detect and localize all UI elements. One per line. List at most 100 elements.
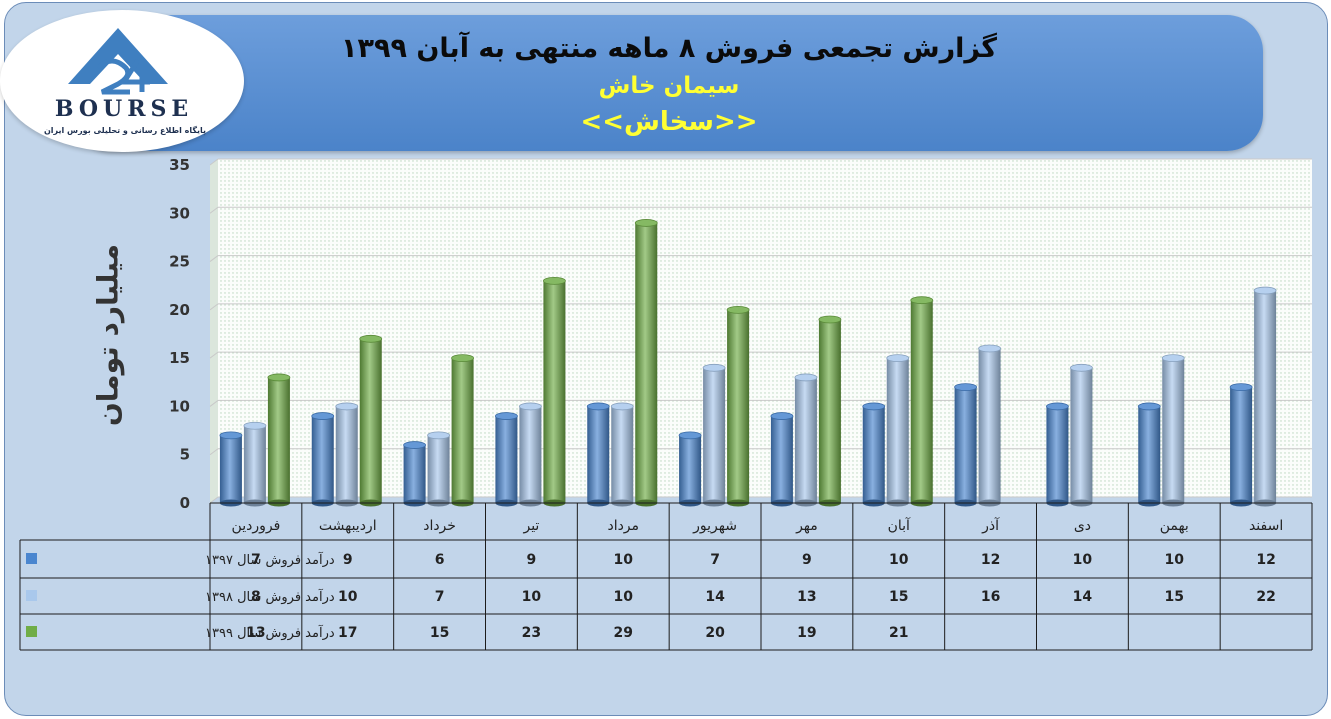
y-axis-label: میلیارد تومان <box>91 243 125 427</box>
ticker-symbol: <<سخاش>> <box>580 107 758 137</box>
gridline-side <box>209 303 219 311</box>
data-table <box>19 502 1313 651</box>
table-cell-value: 10 <box>614 589 634 605</box>
bar <box>1046 402 1069 507</box>
bar <box>359 334 383 507</box>
table-cell-value: 15 <box>1165 589 1184 605</box>
bar <box>519 402 542 507</box>
x-category-label: مهر <box>795 518 818 534</box>
legend-swatch <box>26 626 37 637</box>
bar <box>818 315 842 507</box>
table-cell-value: 29 <box>614 625 633 641</box>
table-cell-value: 10 <box>889 552 909 568</box>
x-category-label: اردیبهشت <box>319 518 377 534</box>
table-cell-value: 15 <box>430 625 449 641</box>
bar <box>586 402 610 507</box>
plot-area <box>218 159 1312 497</box>
logo-subtitle: پایگاه اطلاع رسانی و تحلیلی بورس ایران <box>43 126 207 135</box>
y-tick-label: 15 <box>169 349 190 367</box>
side-wall <box>210 159 218 503</box>
x-category-label: مرداد <box>607 518 639 534</box>
table-cell-value: 10 <box>614 552 634 568</box>
table-cell-value: 14 <box>1073 589 1093 605</box>
bar <box>610 402 634 507</box>
table-cell-value: 10 <box>1165 552 1185 568</box>
table-cell-value: 16 <box>981 589 1000 605</box>
gridline-side <box>209 496 219 504</box>
logo-word: BOURSE <box>54 96 194 122</box>
x-category-label: خرداد <box>423 518 456 534</box>
table-cell-value: 6 <box>435 552 445 568</box>
table-cell-value: 8 <box>251 589 261 605</box>
table-cell-value: 13 <box>797 589 816 605</box>
y-tick-label: 0 <box>180 494 190 512</box>
bourse24-logo: BOURSE پایگاه اطلاع رسانی و تحلیلی بورس … <box>0 10 244 152</box>
bar <box>427 431 450 507</box>
legend-label: درآمد فروش سال ۱۳۹۷ <box>205 551 335 568</box>
title-banner: گزارش تجمعی فروش ۸ ماهه منتهی به آبان ۱۳… <box>75 15 1263 151</box>
table-cell-value: 13 <box>246 625 265 641</box>
table-cell-value: 12 <box>1256 552 1275 568</box>
bar <box>954 383 977 507</box>
bar <box>267 373 291 507</box>
y-tick-label: 20 <box>169 301 190 319</box>
bar <box>678 431 702 507</box>
bar <box>770 412 794 507</box>
table-cell-value: 19 <box>797 625 816 641</box>
bar <box>543 276 566 507</box>
x-category-label: آبان <box>888 517 911 534</box>
table-cell-value: 23 <box>522 625 541 641</box>
bar <box>862 402 886 507</box>
bar <box>335 402 359 507</box>
gridline-side <box>209 351 219 359</box>
y-tick-label: 10 <box>169 397 190 415</box>
bar <box>451 354 474 507</box>
bar <box>1253 286 1277 507</box>
table-cell-value: 9 <box>802 552 812 568</box>
bar <box>243 421 267 507</box>
legend-swatch <box>26 590 37 601</box>
bar <box>403 441 426 507</box>
table-cell-value: 7 <box>710 552 720 568</box>
legend-label: درآمد فروش سال ۱۳۹۸ <box>205 588 335 605</box>
gridline-side <box>209 448 219 456</box>
table-cell-value: 12 <box>981 552 1000 568</box>
y-tick-label: 5 <box>180 446 190 464</box>
table-cell-value: 7 <box>251 552 261 568</box>
table-cell-value: 17 <box>338 625 357 641</box>
table-cell-value: 9 <box>343 552 353 568</box>
bar <box>1070 363 1093 507</box>
gridline-side <box>209 400 219 407</box>
x-category-label: آذر <box>981 517 1000 534</box>
legend-swatch <box>26 553 37 564</box>
bar <box>1137 402 1161 507</box>
bar <box>311 412 335 507</box>
table-cell-value: 10 <box>522 589 542 605</box>
company-name: سیمان خاش <box>598 73 740 99</box>
bar <box>495 412 518 507</box>
table-cell-value: 9 <box>527 552 537 568</box>
bar <box>726 305 750 507</box>
bar <box>702 363 726 507</box>
legend-label: درآمد فروش سال ۱۳۹۹ <box>205 624 335 641</box>
gridline-side <box>209 255 219 262</box>
bar <box>634 219 658 507</box>
table-cell-value: 7 <box>435 589 445 605</box>
x-category-label: اسفند <box>1249 518 1283 534</box>
bar <box>978 344 1001 507</box>
gridline-side <box>209 206 219 214</box>
report-title: گزارش تجمعی فروش ۸ ماهه منتهی به آبان ۱۳… <box>341 33 997 64</box>
table-cell-value: 10 <box>338 589 358 605</box>
x-category-label: دی <box>1074 518 1091 534</box>
x-category-label: فروردین <box>232 518 281 534</box>
gridline-side <box>209 158 219 166</box>
y-tick-label: 35 <box>169 156 190 174</box>
x-category-label: بهمن <box>1160 518 1189 534</box>
bar <box>219 431 243 507</box>
bar <box>1229 383 1253 507</box>
table-cell-value: 21 <box>889 625 908 641</box>
y-tick-label: 25 <box>169 253 190 271</box>
table-cell-value: 14 <box>705 589 725 605</box>
x-category-label: تیر <box>522 518 539 534</box>
